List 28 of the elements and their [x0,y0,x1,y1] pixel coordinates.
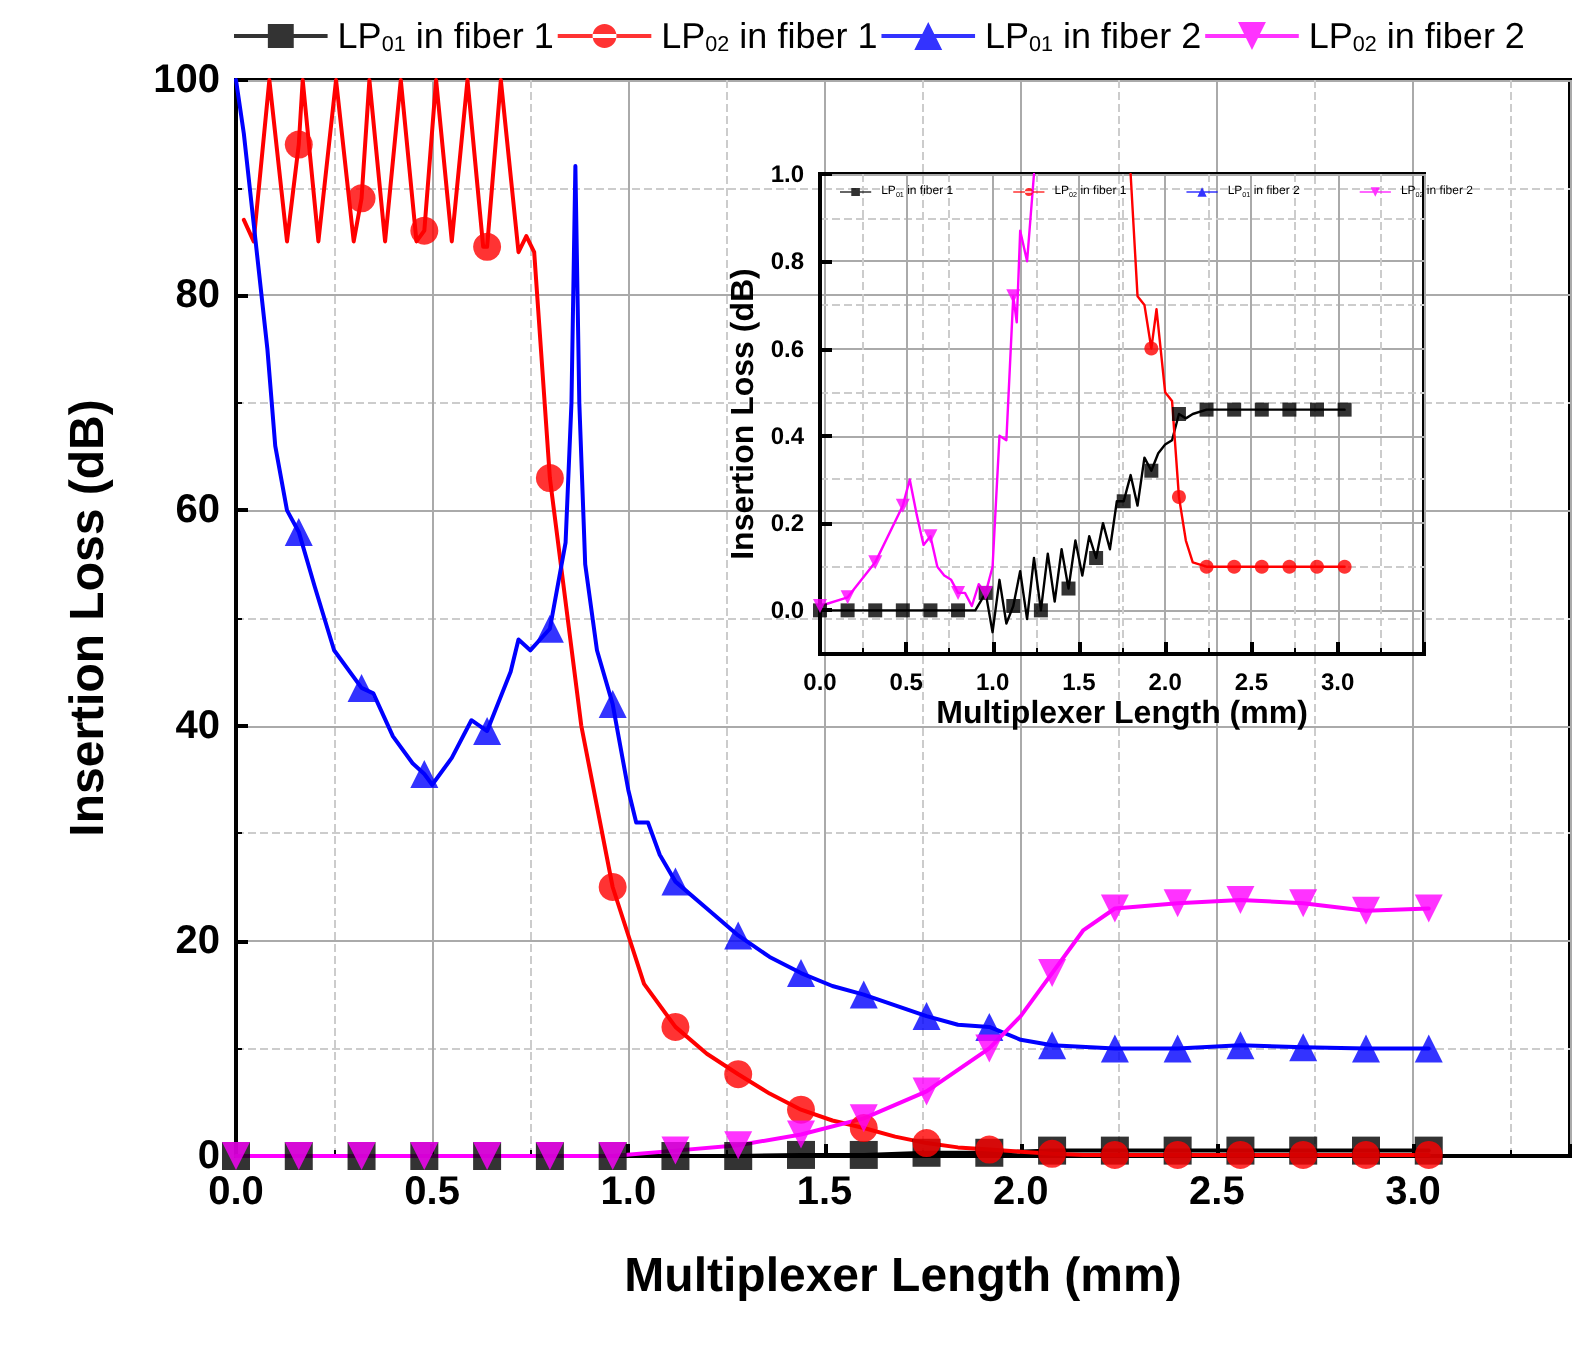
x-tick-label: 2.0 [1148,668,1183,696]
x-tick-label: 0.5 [404,1170,460,1214]
x-tick-label: 1.5 [796,1170,853,1214]
x-tick-label: 3.0 [1321,668,1356,696]
x-tick-label: 1.0 [600,1170,657,1214]
x-tick-label: 3.0 [1385,1170,1441,1214]
y-tick-label: 0.8 [770,247,805,276]
y-tick-label: 60 [175,488,220,533]
y-tick-label: 1.0 [770,160,805,188]
x-tick-label: 1.5 [1062,668,1097,696]
y-tick-label: 0.6 [770,334,805,363]
y-tick-label: 0.0 [770,596,805,625]
y-axis-title: Insertion Loss (dB) [61,399,115,837]
x-axis-title: Multiplexer Length (mm) [936,697,1308,731]
y-tick-label: 80 [175,273,220,318]
y-axis-title: Insertion Loss (dB) [727,268,761,560]
y-tick-label: 0.4 [770,421,805,450]
x-tick-label: 0.0 [803,668,838,696]
x-tick-label: 2.0 [992,1170,1049,1214]
y-tick-label: 20 [175,918,220,963]
x-tick-label: 1.0 [975,668,1010,696]
x-tick-label: 2.5 [1189,1170,1245,1214]
y-tick-label: 40 [175,703,220,748]
y-tick-label: 0.2 [770,509,805,538]
x-tick-label: 0.5 [889,668,924,696]
x-tick-label: 2.5 [1234,668,1269,696]
y-tick-label: 100 [153,58,220,102]
x-axis-title: Multiplexer Length (mm) [624,1249,1182,1303]
